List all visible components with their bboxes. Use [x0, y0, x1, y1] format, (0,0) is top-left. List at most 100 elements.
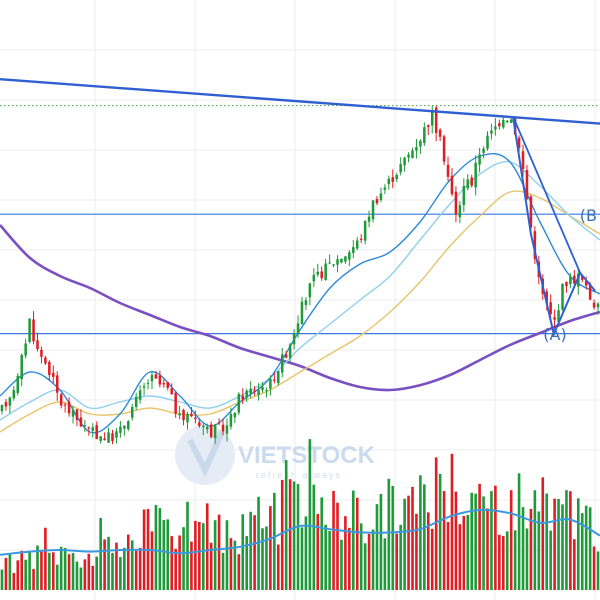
- candle-body: [494, 126, 497, 130]
- candle-body: [71, 409, 75, 417]
- candle-body: [411, 150, 414, 158]
- volume-bar: [91, 565, 95, 590]
- volume-bar: [355, 497, 359, 590]
- candle-body: [359, 238, 363, 240]
- candle-body: [490, 130, 493, 134]
- candle-body: [130, 407, 134, 418]
- candle-body: [592, 302, 596, 308]
- vietstock-watermark: VIETSTOCK refresh always: [175, 425, 376, 485]
- candle-body: [292, 333, 296, 345]
- candle-body: [434, 107, 438, 134]
- candle-body: [509, 119, 513, 123]
- candle-body: [324, 263, 327, 280]
- volume-bar: [296, 484, 300, 590]
- volume-bar: [348, 527, 351, 590]
- candle-body: [450, 175, 454, 195]
- candle-body: [4, 402, 8, 407]
- candle-body: [8, 397, 12, 406]
- volume-bar: [95, 556, 99, 590]
- volume-bar: [336, 502, 339, 590]
- volume-bar: [237, 554, 241, 590]
- volume-bar: [178, 535, 181, 590]
- candle-body: [379, 193, 383, 200]
- candle-body: [502, 119, 505, 128]
- volume-bar: [407, 495, 410, 590]
- candle-body: [446, 164, 450, 177]
- volume-bar: [253, 515, 256, 590]
- volume-bar: [387, 478, 391, 590]
- candle-body: [265, 390, 268, 392]
- volume-bar: [198, 521, 201, 590]
- candle-body: [79, 417, 83, 427]
- candle-body: [340, 258, 343, 263]
- volume-bar: [395, 533, 399, 590]
- candle-body: [205, 426, 209, 430]
- candle-body: [229, 413, 233, 427]
- volume-bar: [438, 473, 442, 590]
- candle-body: [438, 129, 442, 137]
- volume-bar: [20, 550, 24, 590]
- candle-body: [146, 382, 150, 384]
- candle-body: [150, 374, 154, 382]
- candle-body: [288, 344, 292, 359]
- volume-bar: [462, 516, 466, 590]
- candle-body: [565, 281, 568, 287]
- candle-body: [580, 276, 584, 280]
- candle-body: [40, 349, 43, 357]
- volume-bar: [201, 523, 205, 590]
- volume-bar: [351, 490, 355, 590]
- candle-body: [466, 179, 470, 189]
- candle-body: [55, 375, 59, 393]
- volume-bar: [16, 560, 20, 590]
- volume-bar: [304, 516, 308, 590]
- volume-bar: [584, 505, 588, 590]
- volume-bar: [549, 530, 552, 590]
- volume-bar: [423, 484, 426, 590]
- candle-body: [170, 388, 173, 394]
- candle-body: [142, 386, 146, 388]
- volume-bar: [194, 520, 197, 590]
- volume-bar: [426, 512, 430, 590]
- volume-ma-line: [0, 508, 600, 556]
- moving-averages: [0, 152, 600, 434]
- candle-body: [194, 417, 197, 419]
- candle-body: [588, 284, 592, 300]
- candle-body: [182, 409, 185, 421]
- candle-body: [0, 405, 4, 412]
- volume-bar: [466, 514, 470, 590]
- volume-bar: [245, 536, 249, 590]
- candle-body: [202, 425, 205, 428]
- volume-bar: [182, 527, 185, 590]
- candle-body: [383, 187, 387, 190]
- volume-bar: [265, 526, 268, 590]
- candle-body: [332, 264, 335, 266]
- volume-bar: [229, 538, 233, 590]
- candle-body: [198, 422, 201, 426]
- volume-bar: [328, 531, 331, 590]
- ma-short-line: [0, 152, 600, 434]
- candle-body: [241, 395, 245, 400]
- volume-bar: [367, 533, 371, 590]
- candle-body: [127, 421, 130, 429]
- volume-bar: [494, 485, 497, 590]
- candle-body: [584, 280, 588, 286]
- volume-bar: [324, 524, 327, 590]
- volume-bar: [391, 485, 395, 590]
- candle-body: [427, 125, 430, 127]
- candle-body: [162, 383, 166, 385]
- volume-bar: [379, 494, 383, 590]
- candle-body: [430, 111, 434, 126]
- volume-bar: [545, 493, 549, 590]
- candle-body: [237, 393, 241, 413]
- volume-bar: [87, 553, 91, 590]
- candle-body: [48, 362, 51, 376]
- candle-body: [549, 302, 552, 314]
- volume-bar: [553, 498, 556, 590]
- volume-bar: [8, 554, 12, 590]
- candle-body: [363, 220, 367, 241]
- volume-bar: [115, 542, 118, 590]
- candle-body: [387, 178, 391, 185]
- volume-bar: [205, 503, 209, 590]
- volume-bar: [51, 552, 55, 590]
- volume-bar: [458, 524, 462, 590]
